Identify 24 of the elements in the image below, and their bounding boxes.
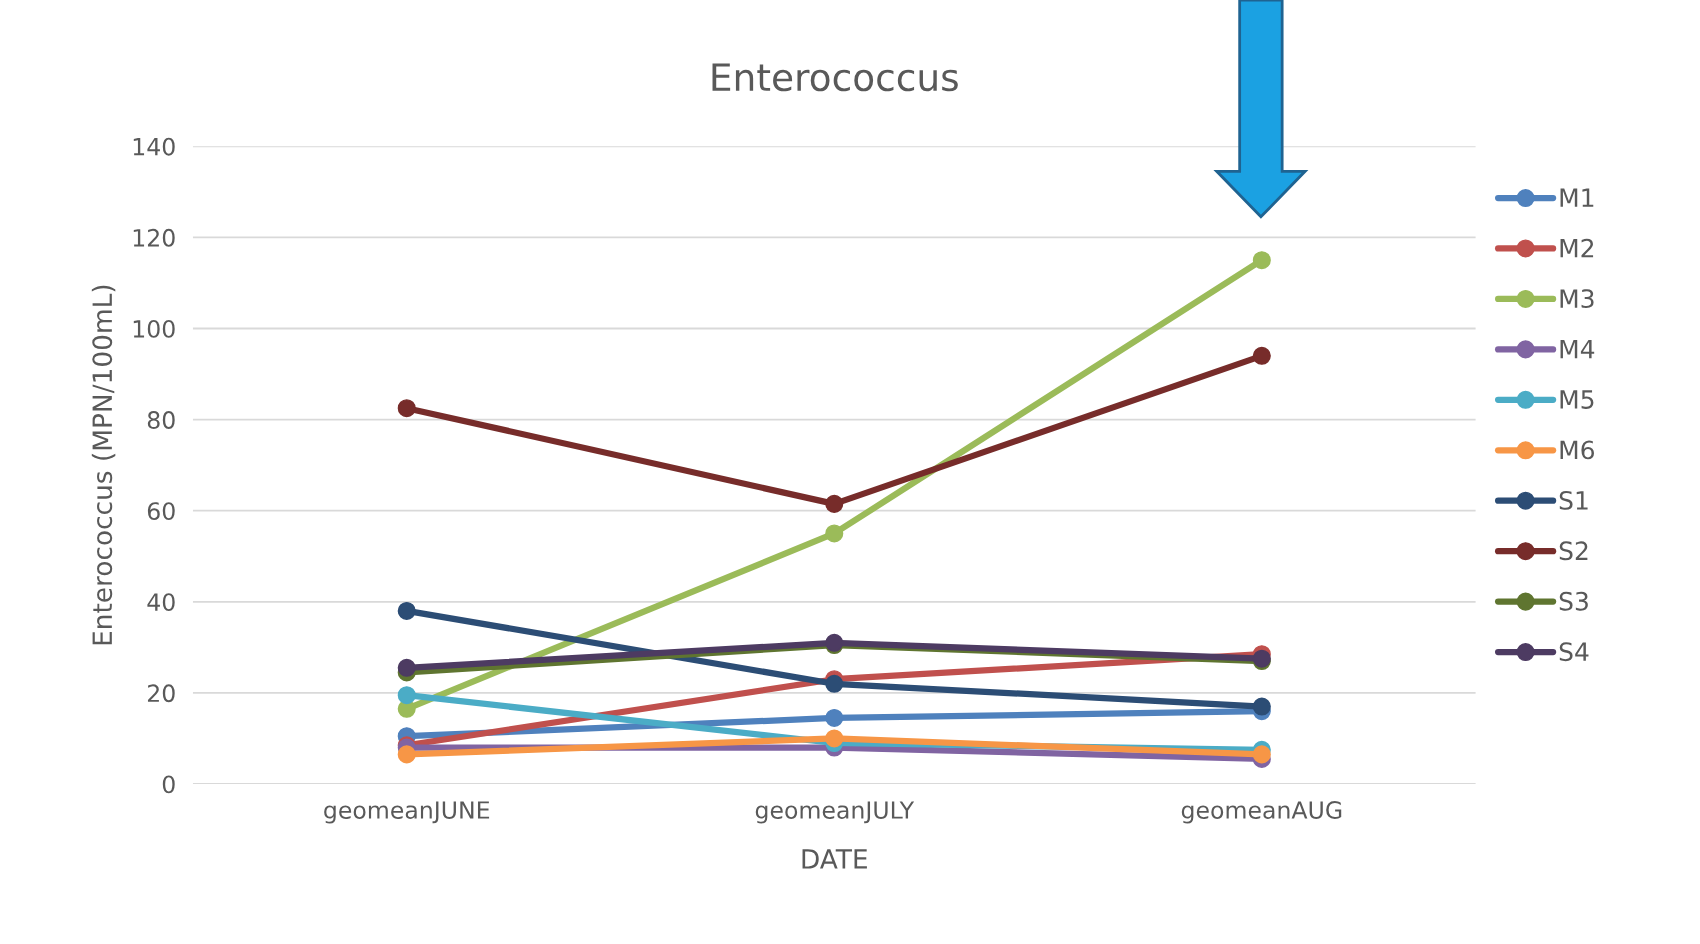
y-tick-label: 120: [133, 228, 175, 247]
y-axis-title: Enterococcus (MPN/100mL): [91, 285, 116, 645]
y-tick-label: 20: [147, 684, 175, 703]
legend-label: M5: [1560, 390, 1594, 409]
x-tick-label: geomeanJUNE: [324, 801, 490, 824]
legend-label: M1: [1560, 188, 1594, 207]
y-tick-label: 60: [147, 502, 175, 521]
x-axis-title: DATE: [802, 849, 867, 869]
y-tick-label: 100: [133, 319, 175, 338]
legend-label: M2: [1560, 238, 1594, 258]
y-tick-label: 80: [147, 411, 175, 429]
legend-label: S3: [1559, 591, 1588, 611]
y-tick-label: 0: [162, 775, 175, 794]
legend-label: M3: [1560, 289, 1594, 309]
x-tick-label: geomeanJULY: [755, 801, 915, 824]
y-tick-label: 140: [133, 137, 175, 156]
x-tick-label: geomeanAUG: [1181, 801, 1342, 824]
legend-label: S4: [1559, 642, 1589, 662]
legend-label: S1: [1559, 490, 1588, 510]
chart-title: Enterococcus: [712, 63, 958, 92]
y-tick-label: 40: [147, 593, 175, 612]
legend-label: M4: [1560, 339, 1595, 359]
legend-label: M6: [1560, 440, 1594, 460]
legend-label: S2: [1559, 541, 1588, 561]
